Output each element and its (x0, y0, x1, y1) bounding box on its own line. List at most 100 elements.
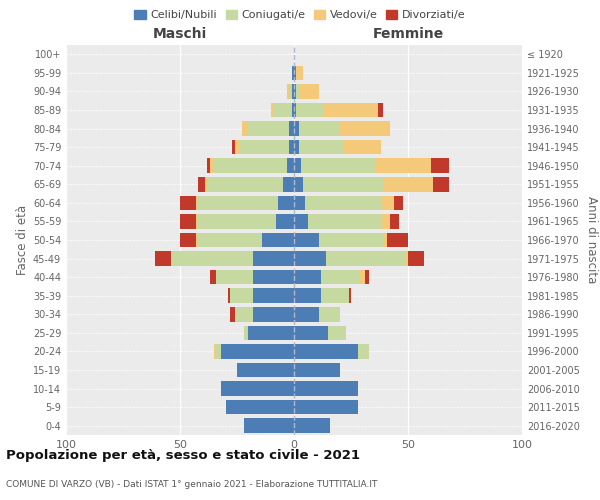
Bar (383, 177, 433, 192)
Bar (360, 270, 365, 284)
Bar (292, 103, 294, 117)
Bar (217, 344, 221, 358)
Bar (433, 177, 449, 192)
Bar (319, 233, 383, 247)
Text: Maschi: Maschi (153, 28, 207, 42)
Bar (248, 326, 294, 340)
Y-axis label: Fasce di età: Fasce di età (16, 205, 29, 275)
Bar (283, 177, 294, 192)
Bar (244, 326, 248, 340)
Bar (319, 307, 340, 322)
Bar (294, 270, 322, 284)
Bar (214, 158, 287, 173)
Bar (301, 158, 376, 173)
Bar (303, 177, 383, 192)
Bar (209, 158, 214, 173)
Bar (287, 84, 289, 98)
Bar (276, 214, 294, 228)
Bar (248, 122, 289, 136)
Bar (242, 122, 248, 136)
Bar (262, 233, 294, 247)
Bar (299, 84, 319, 98)
Bar (294, 122, 299, 136)
Bar (198, 177, 205, 192)
Text: Popolazione per età, sesso e stato civile - 2021: Popolazione per età, sesso e stato civil… (6, 450, 360, 462)
Bar (278, 196, 294, 210)
Bar (253, 270, 294, 284)
Bar (379, 103, 383, 117)
Bar (349, 288, 351, 303)
Bar (292, 84, 294, 98)
Bar (235, 307, 253, 322)
Bar (388, 233, 408, 247)
Bar (294, 233, 319, 247)
Bar (289, 140, 294, 154)
Bar (294, 288, 322, 303)
Bar (239, 140, 289, 154)
Bar (287, 158, 294, 173)
Bar (380, 196, 394, 210)
Bar (322, 288, 349, 303)
Bar (294, 158, 301, 173)
Bar (221, 344, 294, 358)
Bar (294, 252, 326, 266)
Bar (394, 196, 403, 210)
Bar (390, 214, 399, 228)
Bar (294, 344, 358, 358)
Bar (208, 177, 283, 192)
Bar (308, 214, 380, 228)
Bar (365, 270, 369, 284)
Bar (253, 307, 294, 322)
Bar (294, 140, 299, 154)
Text: COMUNE DI VARZO (VB) - Dati ISTAT 1° gennaio 2021 - Elaborazione TUTTITALIA.IT: COMUNE DI VARZO (VB) - Dati ISTAT 1° gen… (6, 480, 377, 489)
Bar (294, 326, 328, 340)
Bar (198, 196, 278, 210)
Bar (376, 158, 431, 173)
Bar (244, 418, 294, 433)
Bar (271, 103, 274, 117)
Bar (340, 122, 390, 136)
Bar (380, 214, 390, 228)
Bar (296, 66, 303, 80)
Bar (155, 252, 171, 266)
Bar (196, 196, 198, 210)
Bar (196, 233, 198, 247)
Bar (292, 66, 294, 80)
Bar (323, 103, 379, 117)
Text: Femmine: Femmine (373, 28, 443, 42)
Bar (322, 270, 360, 284)
Bar (294, 363, 340, 377)
Bar (205, 177, 208, 192)
Bar (180, 196, 196, 210)
Bar (289, 84, 292, 98)
Bar (198, 233, 262, 247)
Bar (358, 344, 369, 358)
Bar (383, 233, 388, 247)
Bar (209, 270, 217, 284)
Bar (253, 252, 294, 266)
Bar (230, 307, 235, 322)
Bar (274, 103, 292, 117)
Bar (171, 252, 253, 266)
Bar (198, 214, 276, 228)
Bar (294, 307, 319, 322)
Bar (328, 326, 346, 340)
Bar (221, 382, 294, 396)
Bar (294, 214, 308, 228)
Bar (294, 400, 358, 414)
Bar (230, 288, 253, 303)
Bar (289, 122, 294, 136)
Bar (294, 103, 296, 117)
Bar (237, 363, 294, 377)
Bar (180, 233, 196, 247)
Bar (294, 382, 358, 396)
Bar (228, 288, 230, 303)
Bar (294, 418, 331, 433)
Bar (305, 196, 380, 210)
Bar (208, 158, 209, 173)
Bar (180, 214, 196, 228)
Bar (296, 103, 323, 117)
Bar (406, 252, 408, 266)
Bar (294, 84, 296, 98)
Bar (299, 140, 344, 154)
